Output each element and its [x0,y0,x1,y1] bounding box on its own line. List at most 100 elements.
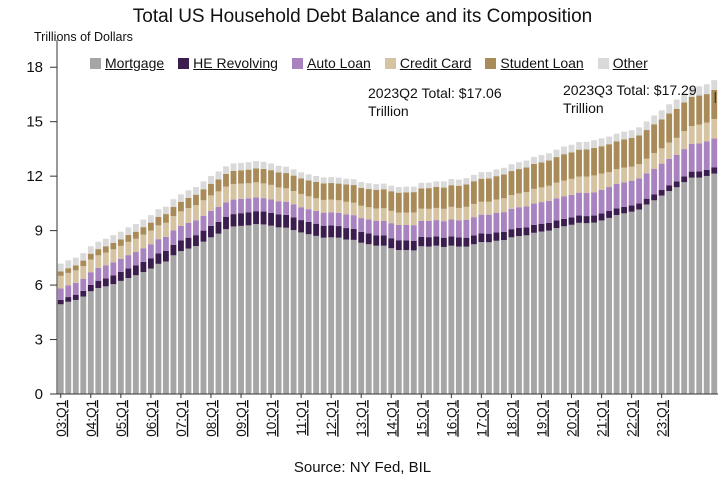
bar-segment-mortgage [185,248,192,394]
bar-segment-he-revolving [628,205,635,212]
bar-segment-credit-card [598,173,605,190]
bar-segment-other [125,227,132,235]
bar-segment-he-revolving [598,213,605,221]
bar-segment-credit-card [478,201,485,215]
bar-segment-auto-loan [373,220,380,236]
bar-segment-auto-loan [395,224,402,241]
bar-segment-auto-loan [636,178,643,204]
bar-segment-student-loan [568,152,575,179]
bar-segment-mortgage [260,224,267,394]
bar-segment-student-loan [681,102,688,132]
x-tick-label: 23:Q1 [655,400,670,437]
bar-segment-mortgage [516,236,522,394]
legend-item-other[interactable]: Other [597,55,648,71]
bar-segment-credit-card [245,183,252,199]
bar-segment-mortgage [523,235,530,394]
bar-segment-student-loan [215,179,222,192]
x-tick-label: 20:Q1 [565,400,580,437]
bar-segment-auto-loan [628,180,635,206]
bar-segment-other [283,166,290,174]
bar-segment-student-loan [455,185,462,208]
bar-segment-other [200,181,207,190]
bar-segment-student-loan [621,139,628,168]
y-tick-label: 12 [26,168,43,185]
bar-segment-other [328,177,335,184]
bar-segment-credit-card [328,199,335,213]
bar-segment-other [305,174,312,181]
bar-segment-credit-card [410,212,417,226]
bar-segment-other [388,185,395,192]
bar-segment-mortgage [208,237,214,394]
bar-segment-credit-card [711,118,718,139]
bar-segment-other [215,171,222,180]
bar-segment-other [673,99,680,109]
bar-segment-he-revolving [245,212,252,226]
bar-segment-auto-loan [485,214,492,234]
bar-segment-he-revolving [95,280,102,288]
bar-segment-other [395,187,402,193]
bar-segment-other [418,182,425,189]
bar-segment-student-loan [440,187,447,209]
bar-segment-student-loan [275,172,282,188]
x-tick-label: 10:Q1 [264,400,279,437]
legend-item-mortgage[interactable]: Mortgage [90,55,164,71]
legend-item-credit-card[interactable]: Credit Card [384,55,471,71]
x-tick-label: 12:Q1 [324,400,339,437]
bar-segment-he-revolving [485,233,492,243]
bar-segment-other [636,127,643,136]
bar-segment-credit-card [388,210,395,224]
bar-segment-credit-card [553,182,560,199]
bar-segment-he-revolving [268,212,274,226]
bar-segment-he-revolving [200,230,207,242]
bar-segment-student-loan [613,141,620,170]
bar-segment-auto-loan [643,173,650,199]
bar-segment-credit-card [651,153,658,169]
bar-segment-other [606,136,613,145]
bar-segment-mortgage [628,211,635,394]
bar-segment-mortgage [110,284,117,394]
bar-segment-mortgage [298,232,305,394]
bar-segment-other [170,199,177,207]
bar-segment-mortgage [350,239,357,394]
bar-segment-other [268,163,274,171]
bar-segment-credit-card [538,187,545,203]
bar-segment-auto-loan [568,194,575,218]
bar-segment-auto-loan [613,183,620,209]
bar-segment-he-revolving [170,244,177,256]
bar-segment-he-revolving [185,237,192,249]
legend-item-student-loan[interactable]: Student Loan [485,55,584,71]
legend-item-he-revolving[interactable]: HE Revolving [178,55,278,71]
bar-segment-student-loan [410,192,417,213]
bar-segment-auto-loan [230,199,237,215]
legend-item-auto-loan[interactable]: Auto Loan [291,55,371,71]
bar-segment-he-revolving [651,194,658,201]
bar-segment-credit-card [703,122,710,142]
bar-segment-student-loan [711,89,718,119]
bar-segment-other [320,177,327,184]
bar-segment-mortgage [583,223,590,394]
bar-segment-credit-card [576,176,582,193]
bar-segment-other [365,183,372,190]
bar-segment-he-revolving [673,181,680,188]
bar-segment-mortgage [418,246,425,394]
bar-segment-mortgage [598,220,605,394]
bar-segment-student-loan [478,178,485,202]
bar-segment-other [87,246,94,254]
bar-segment-he-revolving [140,261,147,273]
bar-segment-student-loan [193,194,199,206]
bar-segment-he-revolving [350,228,357,240]
bar-segment-mortgage [147,268,154,394]
bar-segment-mortgage [95,287,102,394]
bar-segment-auto-loan [711,138,718,168]
bar-segment-he-revolving [591,215,597,223]
bar-segment-mortgage [87,291,94,394]
bar-segment-credit-card [365,207,372,220]
bar-segment-credit-card [275,187,282,202]
bar-segment-auto-loan [380,220,387,236]
bar-segment-credit-card [628,166,635,181]
bar-segment-he-revolving [711,167,718,174]
bar-segment-credit-card [298,193,305,208]
bar-segment-other [501,167,507,175]
bar-segment-credit-card [448,206,455,220]
bar-segment-mortgage [328,237,335,394]
